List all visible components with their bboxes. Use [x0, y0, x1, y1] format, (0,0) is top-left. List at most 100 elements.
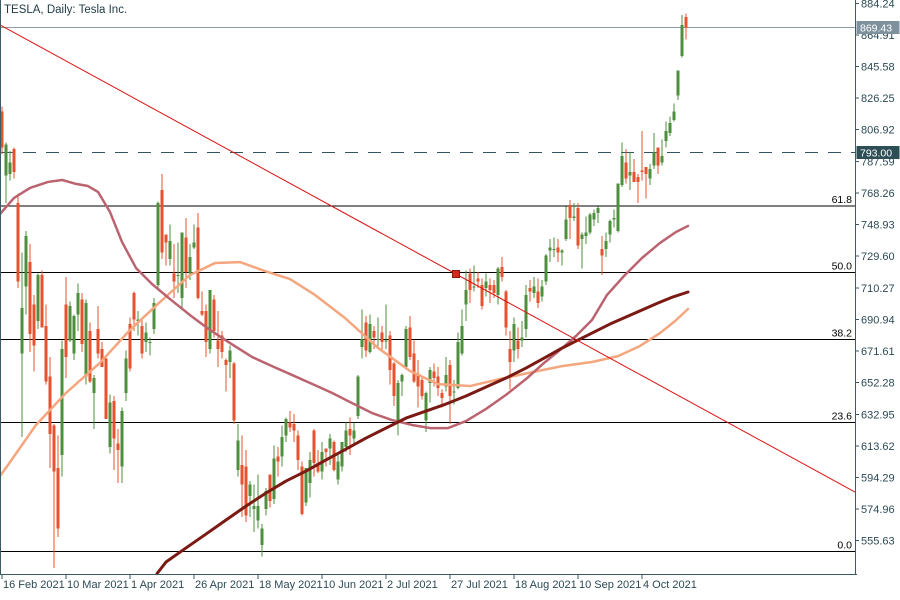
candle-body	[272, 458, 276, 500]
candle-body	[476, 278, 480, 282]
candle-body	[80, 299, 84, 344]
ma-rose-line	[0, 178, 690, 430]
candle-body	[584, 232, 588, 236]
candle-body	[612, 217, 616, 220]
candle-body	[664, 131, 668, 142]
candle-body	[460, 325, 464, 354]
candle-body	[588, 214, 592, 233]
price-tick-label: 729.60	[861, 251, 895, 263]
candle-body	[324, 448, 328, 452]
candle-body	[244, 466, 248, 516]
fib-retracement[interactable]: 61.8 50.0 38.2 23.6 0.0	[0, 194, 855, 552]
price-tick-label: 555.63	[861, 536, 895, 548]
candle-body	[208, 289, 212, 349]
candle-body	[420, 379, 424, 397]
fib-level-label: 23.6	[832, 411, 853, 423]
fib-level-label: 0.0	[837, 539, 852, 551]
candle-body	[536, 291, 540, 303]
candle-body	[152, 302, 156, 330]
candle-body	[8, 162, 12, 174]
candle-body	[684, 16, 688, 28]
candle-body	[308, 459, 312, 483]
candle-body	[492, 284, 496, 294]
descending-trendline[interactable]	[0, 24, 856, 493]
candle-body	[328, 438, 332, 449]
candle-body	[352, 430, 356, 439]
ma-salmon-line	[0, 260, 690, 478]
candle-body	[496, 268, 500, 295]
candle-body	[388, 335, 392, 371]
candle-body	[48, 376, 52, 434]
fib-level-label: 61.8	[832, 194, 853, 206]
candle-body	[500, 266, 504, 277]
candle-body	[200, 311, 204, 315]
candle-body	[24, 235, 28, 287]
price-tick-label: 690.94	[861, 314, 895, 326]
candle-body	[12, 149, 16, 173]
price-tick-label: 652.28	[861, 378, 895, 390]
candle-body	[348, 428, 352, 436]
candle-body	[432, 371, 436, 379]
price-tick-label: 594.29	[861, 472, 895, 484]
candle-body	[224, 360, 228, 366]
candle-body	[76, 293, 80, 315]
candle-body	[484, 281, 488, 289]
candle-body	[392, 363, 396, 397]
candle-body	[444, 374, 448, 387]
candle-body	[576, 208, 580, 246]
candle-body	[564, 219, 568, 240]
candle-body	[628, 172, 632, 176]
candle-body	[580, 234, 584, 240]
candle-body	[368, 324, 372, 353]
candle-body	[60, 348, 64, 456]
candle-body	[504, 291, 508, 328]
price-axis[interactable]: 884.24864.91845.58826.25806.92787.59768.…	[855, 0, 895, 548]
candle-body	[296, 435, 300, 460]
candle-body	[176, 275, 180, 277]
candle-body	[100, 348, 104, 367]
trendline-handle[interactable]	[452, 270, 460, 279]
candle-body	[472, 286, 476, 288]
date-tick-label: 27 Jul 2021	[451, 579, 508, 591]
candle-body	[400, 374, 404, 382]
candle-body	[240, 464, 244, 485]
candle-body	[40, 275, 44, 328]
price-tick-label: 787.59	[861, 156, 895, 168]
candle-body	[616, 183, 620, 231]
date-tick-label: 18 Aug 2021	[515, 579, 577, 591]
candle-body	[84, 302, 88, 377]
candle-body	[552, 248, 556, 250]
candle-body	[424, 392, 428, 421]
candle-body	[72, 316, 76, 354]
candle-body	[604, 240, 608, 249]
candle-body	[316, 463, 320, 472]
date-axis[interactable]: 16 Feb 2021 10 Mar 2021 1 Apr 2021 26 Apr 2…	[1, 575, 697, 591]
level-price-badge-label: 793.00	[860, 148, 892, 160]
candle-body	[16, 203, 20, 282]
candle-body	[280, 437, 284, 457]
price-tick-label: 806.92	[861, 125, 895, 137]
candle-body	[508, 348, 512, 362]
candle-body	[300, 466, 304, 514]
candle-body	[304, 468, 308, 503]
candle-body	[276, 456, 280, 462]
trendline[interactable]	[0, 24, 856, 493]
candle-body	[512, 324, 516, 351]
price-tick-label: 884.24	[861, 0, 895, 10]
candle-body	[384, 340, 388, 342]
candle-body	[544, 255, 548, 282]
candle-body	[620, 155, 624, 186]
candle-body	[268, 474, 272, 501]
candle-body	[448, 365, 452, 397]
candle-body	[104, 358, 108, 420]
price-tick-label: 710.27	[861, 283, 895, 295]
candle-body	[284, 419, 288, 436]
candle-body	[260, 528, 264, 546]
candle-body	[636, 177, 640, 182]
candle-body	[292, 423, 296, 431]
candle-body	[196, 227, 200, 299]
candle-body	[28, 262, 32, 335]
date-tick-label: 2 Jul 2021	[387, 579, 438, 591]
candle-body	[644, 167, 648, 174]
price-tick-label: 768.26	[861, 188, 895, 200]
